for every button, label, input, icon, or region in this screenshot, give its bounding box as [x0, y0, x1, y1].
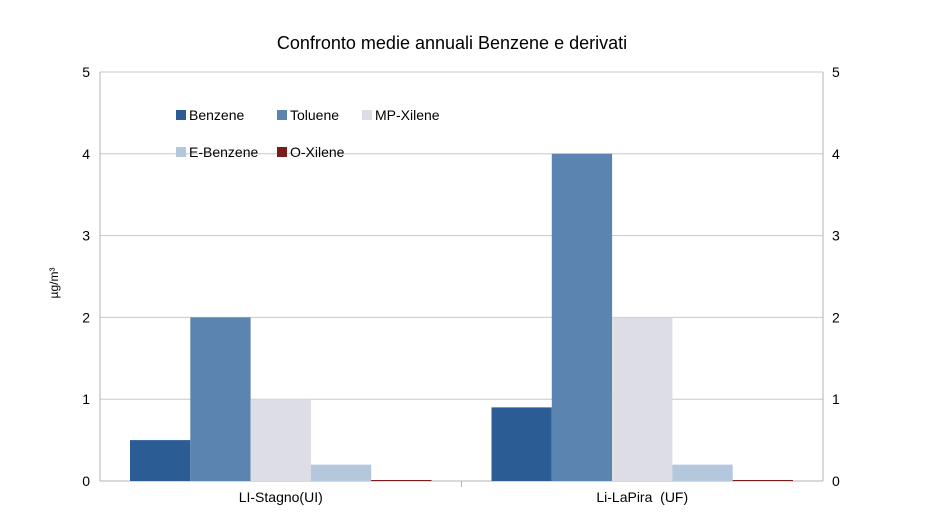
- chart-title: Confronto medie annuali Benzene e deriva…: [277, 33, 627, 53]
- bar-e-benzene-1: [672, 464, 733, 481]
- legend-swatch: [362, 110, 372, 120]
- legend-label: MP-Xilene: [375, 107, 440, 123]
- y-axis-label: µg/m³: [47, 268, 61, 299]
- legend-label: O-Xilene: [290, 144, 345, 160]
- y-tick-label-left: 1: [82, 391, 90, 407]
- legend-label: Toluene: [290, 107, 339, 123]
- bar-toluene-0: [190, 317, 251, 481]
- y-tick-label-left: 2: [82, 309, 90, 325]
- x-axis-categories: LI-Stagno(UI) Li-LaPira (UF): [239, 489, 688, 505]
- y-tick-label-right: 0: [832, 473, 840, 489]
- y-tick-label-left: 0: [82, 473, 90, 489]
- y-tick-label-left: 4: [82, 146, 90, 162]
- y-tick-label-right: 2: [832, 309, 840, 325]
- bar-benzene-1: [491, 407, 552, 481]
- x-category-label: Li-LaPira (UF): [596, 489, 688, 505]
- bar-mp-xilene-1: [612, 317, 673, 481]
- legend-swatch: [277, 147, 287, 157]
- legend-swatch: [277, 110, 287, 120]
- y-tick-label-right: 5: [832, 64, 840, 80]
- y-tick-label-right: 1: [832, 391, 840, 407]
- bar-o-xilene-0: [371, 480, 432, 481]
- bar-o-xilene-1: [732, 480, 793, 481]
- legend-swatch: [176, 147, 186, 157]
- legend: Benzene Toluene MP-Xilene E-Benzene O-Xilene: [176, 107, 440, 160]
- bars: [130, 153, 793, 482]
- y-tick-label-left: 5: [82, 64, 90, 80]
- legend-label: E-Benzene: [189, 144, 258, 160]
- legend-swatch: [176, 110, 186, 120]
- y-tick-label-left: 3: [82, 228, 90, 244]
- x-category-label: LI-Stagno(UI): [239, 489, 323, 505]
- bar-mp-xilene-0: [250, 399, 311, 481]
- y-tick-label-right: 3: [832, 228, 840, 244]
- y-axis-right-ticks: 0 1 2 3 4 5: [832, 64, 840, 489]
- legend-label: Benzene: [189, 107, 244, 123]
- y-tick-label-right: 4: [832, 146, 840, 162]
- bar-e-benzene-0: [310, 464, 372, 481]
- bar-toluene-1: [551, 153, 613, 482]
- bar-benzene-0: [130, 440, 191, 481]
- y-axis-left-ticks: 0 1 2 3 4 5: [82, 64, 90, 489]
